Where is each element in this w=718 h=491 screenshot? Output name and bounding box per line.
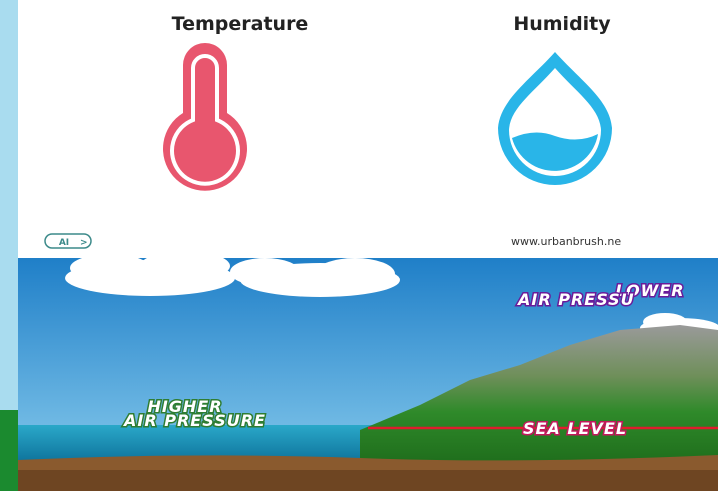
side-strip: [0, 0, 18, 410]
page: Temperature Humidity AI > www.urbanbrush…: [0, 0, 718, 491]
sea-level-label: SEA LEVEL: [523, 419, 627, 438]
side-strip-green: [0, 410, 18, 491]
air-pressure-scene: HIGHER AIR PRESSURE SEA LEVEL LOWER AIR …: [18, 251, 718, 491]
top-panel: [18, 0, 718, 258]
temperature-label: Temperature: [172, 13, 309, 35]
higher-label-2: AIR PRESSURE: [122, 411, 266, 430]
badge-text: AI: [59, 238, 69, 248]
collage: Temperature Humidity AI > www.urbanbrush…: [0, 0, 718, 491]
lower-label-2: AIR PRESSU: [516, 290, 635, 309]
watermark: www.urbanbrush.ne: [511, 235, 621, 248]
badge-arrow: >: [80, 238, 88, 248]
humidity-label: Humidity: [513, 13, 611, 35]
